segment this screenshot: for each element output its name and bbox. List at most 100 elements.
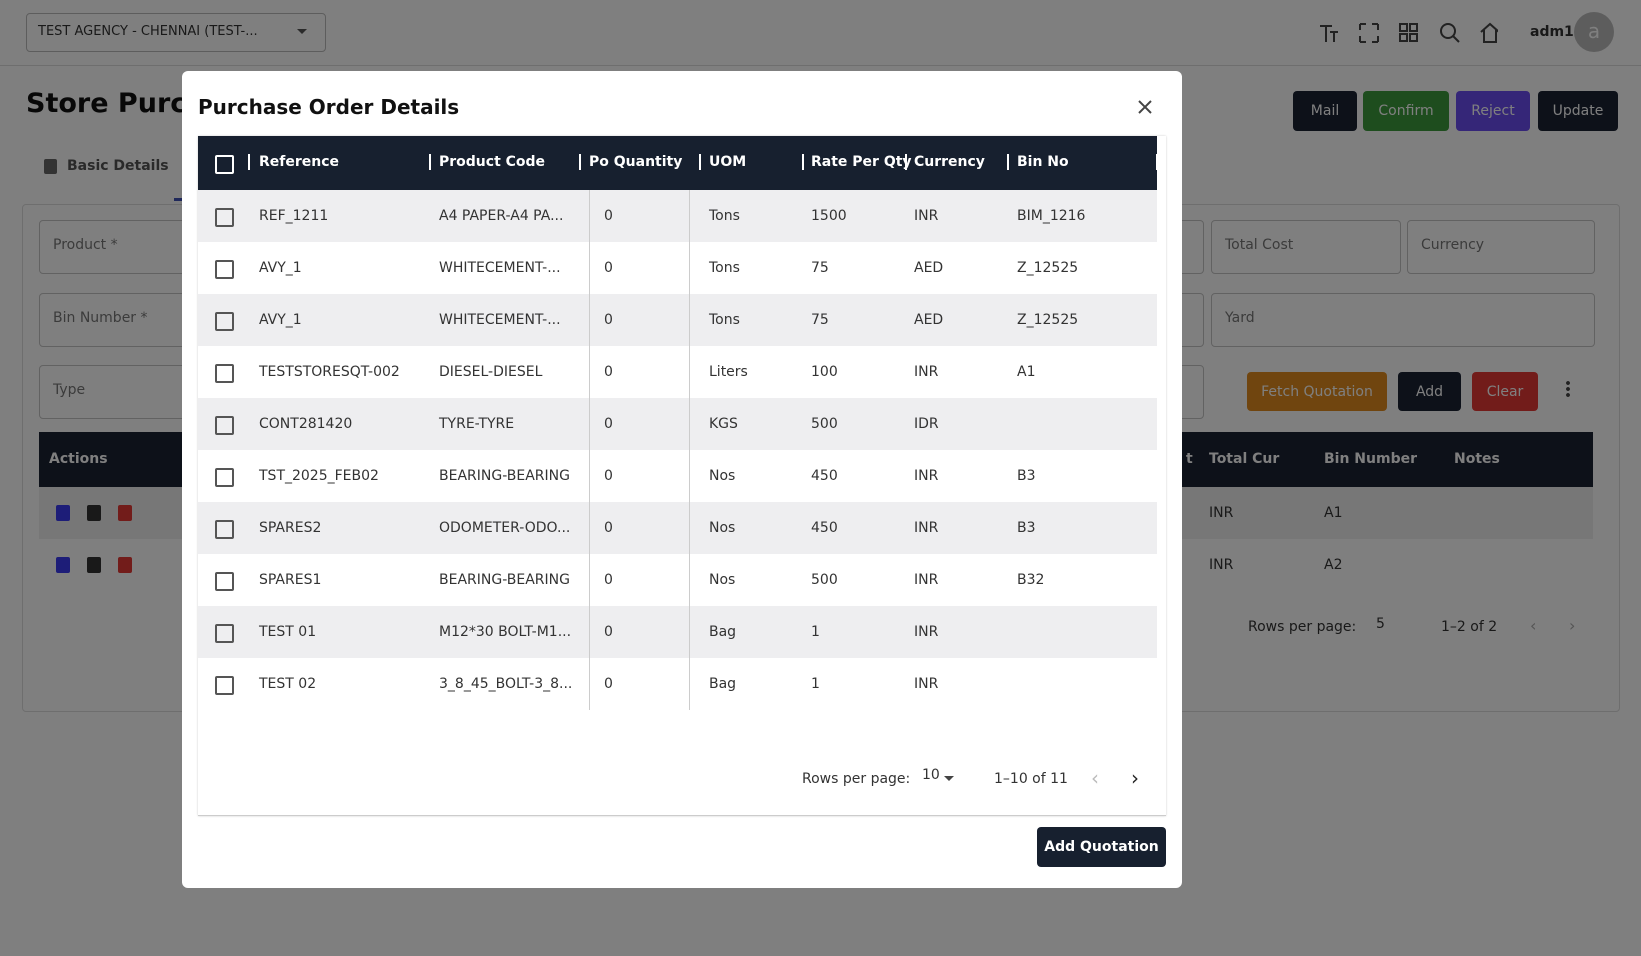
- header-separator: [699, 154, 701, 170]
- row-checkbox[interactable]: [215, 624, 234, 643]
- header-cell[interactable]: Bin No: [1017, 154, 1069, 170]
- row-checkbox[interactable]: [215, 260, 234, 279]
- row-checkbox[interactable]: [215, 208, 234, 227]
- row-checkbox[interactable]: [215, 676, 234, 695]
- cell: DIESEL-DIESEL: [439, 364, 543, 380]
- header-separator: [905, 154, 907, 170]
- cell: SPARES2: [259, 520, 322, 536]
- table-row: [198, 346, 1157, 398]
- header-cell[interactable]: Product Code: [439, 154, 546, 170]
- header-cell[interactable]: Rate Per Qty: [811, 154, 912, 170]
- cell: Nos: [709, 468, 736, 484]
- cell: 500: [811, 416, 838, 432]
- cell: INR: [914, 572, 939, 588]
- cell: 75: [811, 260, 829, 276]
- column-divider: [689, 606, 690, 658]
- close-button[interactable]: [1137, 99, 1153, 115]
- cell: 0: [604, 208, 613, 224]
- cell: INR: [914, 676, 939, 692]
- column-divider: [589, 242, 590, 294]
- cell: 0: [604, 364, 613, 380]
- cell: Nos: [709, 520, 736, 536]
- cell: 0: [604, 624, 613, 640]
- row-checkbox[interactable]: [215, 364, 234, 383]
- header-separator: [579, 154, 581, 170]
- cell: 3_8_45_BOLT-3_8...: [439, 676, 573, 692]
- rows-per-page-label: Rows per page:: [802, 771, 911, 787]
- cell: 0: [604, 520, 613, 536]
- table-row: [198, 606, 1157, 658]
- cell: ODOMETER-ODO...: [439, 520, 571, 536]
- rows-per-page-select[interactable]: 10: [922, 767, 940, 783]
- cell: B3: [1017, 468, 1036, 484]
- column-divider: [689, 450, 690, 502]
- cell: AVY_1: [259, 312, 302, 328]
- row-checkbox[interactable]: [215, 520, 234, 539]
- cell: SPARES1: [259, 572, 322, 588]
- header-cell[interactable]: Po Quantity: [589, 154, 683, 170]
- table-row: [198, 190, 1157, 242]
- cell: BIM_1216: [1017, 208, 1086, 224]
- column-divider: [589, 502, 590, 554]
- column-divider: [689, 658, 690, 710]
- column-divider: [689, 242, 690, 294]
- row-checkbox[interactable]: [215, 468, 234, 487]
- row-checkbox[interactable]: [215, 416, 234, 435]
- prev-page[interactable]: ‹: [1091, 766, 1099, 790]
- next-page[interactable]: ›: [1131, 766, 1139, 790]
- modal-table-frame: [198, 136, 1166, 816]
- cell: BEARING-BEARING: [439, 468, 570, 484]
- column-divider: [589, 398, 590, 450]
- header-cell[interactable]: UOM: [709, 154, 747, 170]
- column-divider: [589, 190, 590, 242]
- column-divider: [689, 554, 690, 606]
- column-divider: [589, 294, 590, 346]
- cell: 1: [811, 676, 820, 692]
- cell: 0: [604, 260, 613, 276]
- cell: Nos: [709, 572, 736, 588]
- cell: TYRE-TYRE: [439, 416, 515, 432]
- select-arrow: [944, 776, 954, 781]
- column-divider: [689, 294, 690, 346]
- column-divider: [589, 450, 590, 502]
- modal-table-header: [198, 136, 1157, 190]
- cell: TESTSTORESQT-002: [259, 364, 400, 380]
- table-row: [198, 294, 1157, 346]
- cell: AED: [914, 260, 944, 276]
- column-divider: [589, 346, 590, 398]
- cell: A1: [1017, 364, 1036, 380]
- header-separator: [1156, 154, 1158, 170]
- column-divider: [589, 554, 590, 606]
- cell: Tons: [709, 260, 740, 276]
- cell: WHITECEMENT-...: [439, 260, 561, 276]
- table-row: [198, 554, 1157, 606]
- cell: Z_12525: [1017, 312, 1079, 328]
- cell: Liters: [709, 364, 748, 380]
- table-row: [198, 658, 1157, 710]
- cell: AVY_1: [259, 260, 302, 276]
- cell: 100: [811, 364, 838, 380]
- row-checkbox[interactable]: [215, 572, 234, 591]
- header-cell[interactable]: Reference: [259, 154, 340, 170]
- column-divider: [689, 190, 690, 242]
- row-checkbox[interactable]: [215, 312, 234, 331]
- cell: IDR: [914, 416, 939, 432]
- add-quotation-button[interactable]: Add Quotation: [1037, 827, 1166, 867]
- cell: Bag: [709, 676, 737, 692]
- cell: B32: [1017, 572, 1045, 588]
- cell: 1: [811, 624, 820, 640]
- cell: 500: [811, 572, 838, 588]
- cell: INR: [914, 364, 939, 380]
- header-cell[interactable]: Currency: [914, 154, 985, 170]
- cell: INR: [914, 520, 939, 536]
- select-all-checkbox[interactable]: [215, 155, 234, 174]
- column-divider: [689, 346, 690, 398]
- cell: 0: [604, 676, 613, 692]
- cell: TST_2025_FEB02: [259, 468, 379, 484]
- cell: B3: [1017, 520, 1036, 536]
- cell: Z_12525: [1017, 260, 1079, 276]
- cell: Bag: [709, 624, 737, 640]
- table-row: [198, 242, 1157, 294]
- cell: 1500: [811, 208, 847, 224]
